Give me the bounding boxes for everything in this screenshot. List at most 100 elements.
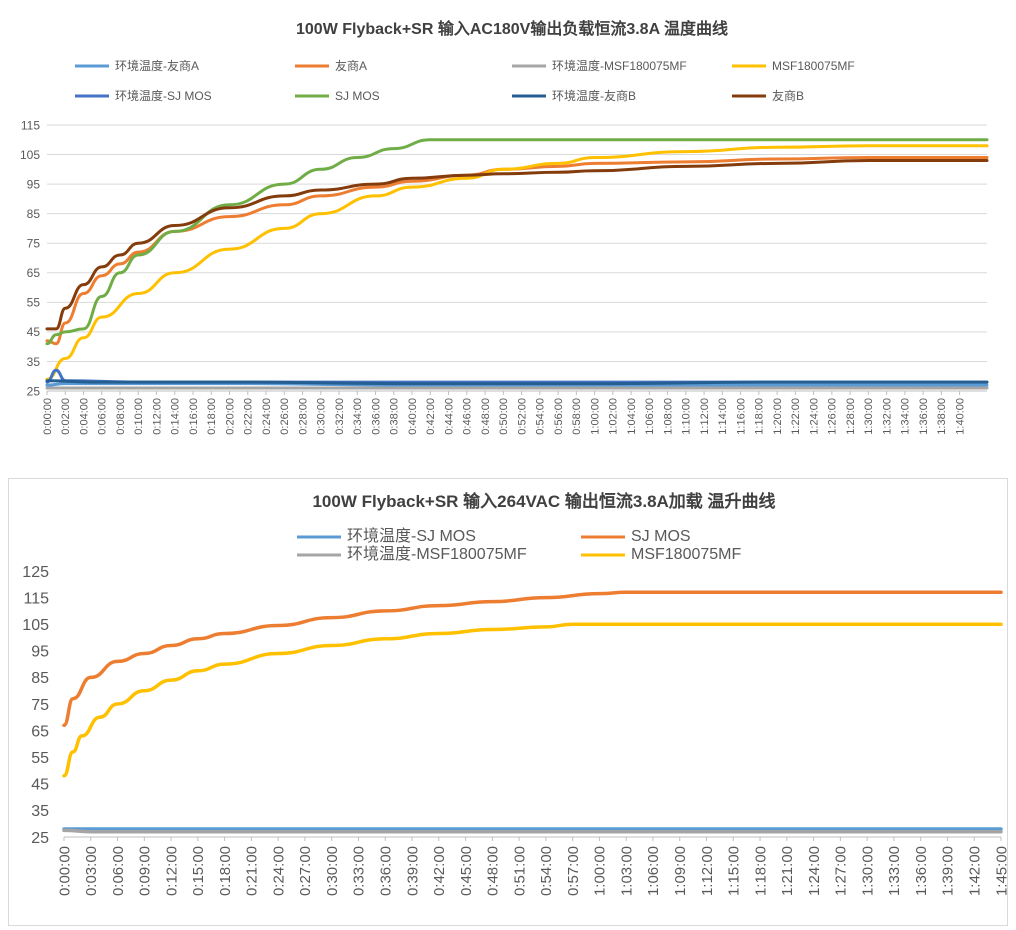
- chart2-title: 100W Flyback+SR 输入264VAC 输出恒流3.8A加载 温升曲线: [312, 491, 775, 511]
- chart1-xtick-14: 0:28:00: [297, 398, 309, 435]
- chart1-xtick-44: 1:28:00: [845, 398, 857, 435]
- chart1-ytick-6: 85: [27, 207, 41, 221]
- chart1-xtick-11: 0:22:00: [243, 398, 255, 435]
- chart1-xtick-9: 0:18:00: [206, 398, 218, 435]
- chart1-xtick-2: 0:04:00: [78, 398, 90, 435]
- chart1-series-line-1: [45, 155, 989, 346]
- chart1-legend-label-0: 环境温度-友商A: [115, 58, 199, 73]
- chart2-legend-label-0: 环境温度-SJ MOS: [347, 526, 476, 545]
- chart2-legend-label-2: 环境温度-MSF180075MF: [347, 544, 527, 563]
- chart2-xtick-31: 1:33:00: [886, 846, 903, 896]
- chart2-ytick-3: 55: [31, 750, 49, 767]
- chart2-xtick-34: 1:42:00: [966, 846, 983, 896]
- chart2-xtick-20: 1:00:00: [592, 846, 609, 896]
- chart1-xtick-1: 0:02:00: [60, 398, 72, 435]
- chart2-xtick-23: 1:09:00: [672, 846, 689, 896]
- chart2-xtick-11: 0:33:00: [351, 846, 368, 896]
- chart2-xtick-21: 1:03:00: [618, 846, 635, 896]
- chart2-xtick-4: 0:12:00: [163, 846, 180, 896]
- chart2-ytick-2: 45: [31, 777, 49, 794]
- chart2-legend-label-1: SJ MOS: [631, 528, 691, 545]
- chart1-xtick-17: 0:34:00: [352, 398, 364, 435]
- chart1-xtick-13: 0:26:00: [279, 398, 291, 435]
- chart2-series-line-1: [62, 590, 1003, 728]
- chart1-ytick-7: 95: [27, 177, 41, 191]
- chart1-title: 100W Flyback+SR 输入AC180V输出负载恒流3.8A 温度曲线: [296, 19, 728, 38]
- chart2-ytick-5: 75: [31, 697, 49, 714]
- chart1-legend-label-2: 环境温度-MSF180075MF: [552, 58, 687, 73]
- chart1-xtick-46: 1:32:00: [881, 398, 893, 435]
- chart2-series-line-3: [62, 622, 1003, 778]
- chart1-xtick-22: 0:44:00: [443, 398, 455, 435]
- chart1-xtick-12: 0:24:00: [261, 398, 273, 435]
- chart2-xtick-3: 0:09:00: [137, 846, 154, 896]
- chart1-xtick-15: 0:30:00: [316, 398, 328, 435]
- chart1-xtick-43: 1:26:00: [827, 398, 839, 435]
- chart2-xtick-1: 0:03:00: [83, 846, 100, 896]
- chart1-ytick-5: 75: [27, 237, 41, 251]
- chart1-ytick-8: 105: [20, 148, 40, 162]
- chart1-xtick-7: 0:14:00: [170, 398, 182, 435]
- chart1-xtick-34: 1:08:00: [662, 398, 674, 435]
- chart2-ytick-9: 115: [23, 590, 49, 607]
- chart1-xtick-38: 1:16:00: [735, 398, 747, 435]
- chart1-xtick-5: 0:10:00: [133, 398, 145, 435]
- chart1-legend-label-1: 友商A: [335, 58, 367, 73]
- chart1-xtick-30: 1:00:00: [589, 398, 601, 435]
- chart2-xtick-28: 1:24:00: [806, 846, 823, 896]
- chart1-xtick-6: 0:12:00: [151, 398, 163, 435]
- chart1-xtick-31: 1:02:00: [608, 398, 620, 435]
- chart1-xtick-28: 0:56:00: [553, 398, 565, 435]
- chart1-legend-label-3: MSF180075MF: [772, 59, 855, 73]
- chart-1-svg: 100W Flyback+SR 输入AC180V输出负载恒流3.8A 温度曲线环…: [20, 19, 989, 435]
- chart2-xtick-19: 0:57:00: [565, 846, 582, 896]
- chart2-xtick-17: 0:51:00: [511, 846, 528, 896]
- chart-panel-2: 100W Flyback+SR 输入264VAC 输出恒流3.8A加载 温升曲线…: [8, 478, 1008, 926]
- chart1-ytick-3: 55: [27, 296, 41, 310]
- chart1-xtick-18: 0:36:00: [370, 398, 382, 435]
- chart2-xtick-7: 0:21:00: [244, 846, 261, 896]
- chart1-series-line-3: [45, 144, 989, 381]
- chart1-xtick-40: 1:20:00: [772, 398, 784, 435]
- chart2-legend-label-3: MSF180075MF: [631, 546, 741, 563]
- chart1-xtick-21: 0:42:00: [425, 398, 437, 435]
- chart2-xtick-35: 1:45:00: [993, 846, 1007, 896]
- chart1-ytick-1: 35: [27, 355, 41, 369]
- chart1-ytick-4: 65: [27, 266, 41, 280]
- chart2-xtick-32: 1:36:00: [913, 846, 930, 896]
- chart2-ytick-7: 95: [31, 644, 49, 661]
- chart2-ytick-0: 25: [31, 830, 49, 847]
- chart1-series-line-7: [45, 158, 989, 331]
- chart2-ytick-8: 105: [22, 617, 49, 634]
- chart2-xtick-9: 0:27:00: [297, 846, 314, 896]
- chart2-xtick-25: 1:15:00: [726, 846, 743, 896]
- chart1-xtick-3: 0:06:00: [97, 398, 109, 435]
- chart2-ytick-10: 125: [22, 564, 49, 581]
- chart1-xtick-0: 0:00:00: [42, 398, 54, 435]
- chart1-xtick-29: 0:58:00: [571, 398, 583, 435]
- chart1-xtick-50: 1:40:00: [954, 398, 966, 435]
- chart2-xtick-2: 0:06:00: [110, 846, 127, 896]
- chart1-xtick-4: 0:08:00: [115, 398, 127, 435]
- chart1-series-line-5: [45, 138, 989, 346]
- chart2-xtick-13: 0:39:00: [404, 846, 421, 896]
- chart-panel-1: 100W Flyback+SR 输入AC180V输出负载恒流3.8A 温度曲线环…: [19, 19, 989, 435]
- chart2-series-line-2: [62, 828, 1003, 834]
- chart2-xtick-10: 0:30:00: [324, 846, 341, 896]
- chart1-xtick-49: 1:38:00: [936, 398, 948, 435]
- chart1-xtick-32: 1:04:00: [626, 398, 638, 435]
- chart1-series-line-6: [45, 379, 989, 386]
- chart1-series-line-4: [45, 368, 989, 384]
- chart2-ytick-4: 65: [31, 723, 49, 740]
- chart2-xtick-33: 1:39:00: [940, 846, 957, 896]
- chart2-ytick-1: 35: [31, 803, 49, 820]
- chart2-xtick-26: 1:18:00: [752, 846, 769, 896]
- chart2-xtick-30: 1:30:00: [859, 846, 876, 896]
- chart1-xtick-35: 1:10:00: [681, 398, 693, 435]
- chart1-xtick-10: 0:20:00: [224, 398, 236, 435]
- chart2-xtick-29: 1:27:00: [833, 846, 850, 896]
- chart1-legend-label-5: SJ MOS: [335, 89, 380, 103]
- chart1-xtick-33: 1:06:00: [644, 398, 656, 435]
- chart2-ytick-6: 85: [31, 670, 49, 687]
- chart1-xtick-41: 1:22:00: [790, 398, 802, 435]
